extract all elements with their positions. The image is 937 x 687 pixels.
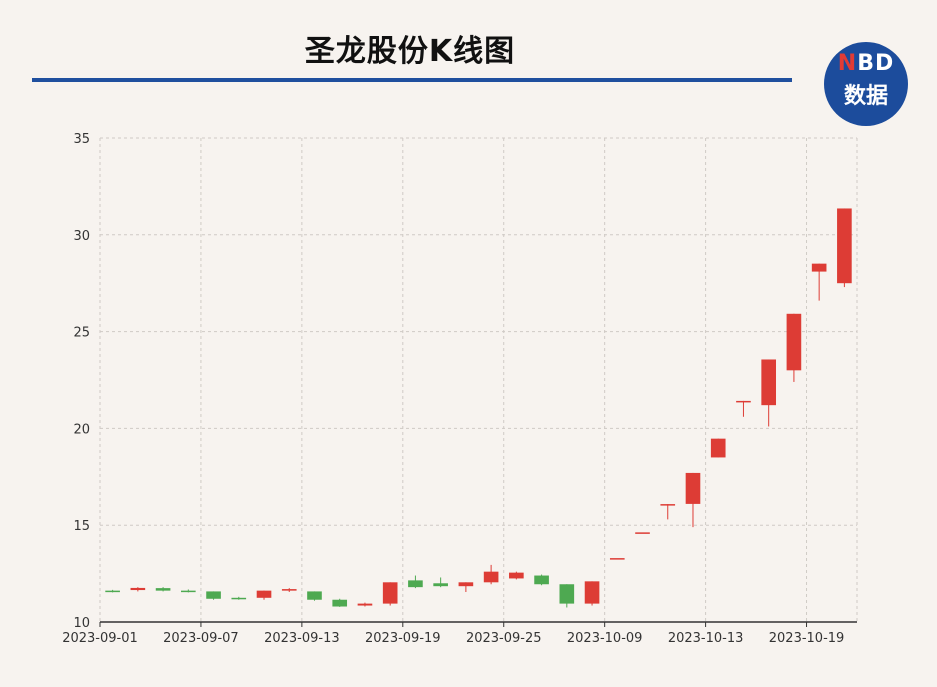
candle <box>685 472 701 528</box>
x-tick-label: 2023-09-01 <box>62 631 138 646</box>
candle <box>281 588 297 592</box>
candle <box>609 558 625 560</box>
candle-body <box>483 571 499 583</box>
logo-top-text: NBD <box>824 51 908 76</box>
candle-body <box>736 400 751 403</box>
y-tick-label: 35 <box>73 132 90 147</box>
candle-body <box>786 313 802 371</box>
candle-body <box>433 583 448 587</box>
candle-body <box>811 263 827 272</box>
candle-body <box>382 582 398 604</box>
x-axis: 2023-09-01 2023-09-07 2023-09-13 2023-09-19… <box>62 621 857 646</box>
candle <box>357 602 373 607</box>
y-tick-label: 10 <box>73 616 90 631</box>
candle-body <box>357 603 373 606</box>
candle <box>231 596 247 600</box>
candle <box>584 581 600 606</box>
candle <box>458 582 474 592</box>
x-tick-label: 2023-09-07 <box>163 631 239 646</box>
candle <box>307 591 322 601</box>
logo-bd: BD <box>857 51 895 76</box>
candle-body <box>635 532 650 534</box>
grid <box>99 137 858 623</box>
candle <box>736 400 751 417</box>
candle <box>382 582 398 606</box>
candle <box>837 208 852 288</box>
nbd-logo: NBD 数据 <box>824 42 908 126</box>
candle-body <box>660 504 676 506</box>
candle-body <box>332 599 348 607</box>
candle <box>660 504 676 520</box>
candle <box>180 589 196 593</box>
candle-body <box>761 359 777 406</box>
x-tick-label: 2023-09-19 <box>365 631 441 646</box>
candle-body <box>408 580 423 588</box>
candle <box>761 359 777 427</box>
candle-body <box>155 588 171 591</box>
candle <box>509 571 524 580</box>
x-tick-label: 2023-09-13 <box>264 631 340 646</box>
x-tick-label: 2023-10-09 <box>567 631 643 646</box>
candle-body <box>206 591 221 599</box>
logo-bottom-text: 数据 <box>843 84 888 109</box>
candle <box>635 532 650 534</box>
candle-body <box>509 572 524 579</box>
candle <box>710 438 726 458</box>
candle-body <box>534 575 549 585</box>
y-tick-label: 25 <box>73 326 90 341</box>
candle-body <box>458 582 474 587</box>
candle <box>256 590 272 600</box>
candle-body <box>307 591 322 600</box>
candle <box>105 589 120 593</box>
candle-body <box>584 581 600 604</box>
candle-body <box>105 590 120 593</box>
candle-body <box>231 597 247 600</box>
candle-body <box>180 590 196 593</box>
candle <box>332 598 348 607</box>
candle-body <box>710 438 726 458</box>
candle <box>155 587 171 592</box>
candle <box>534 574 549 586</box>
candle-body <box>609 558 625 560</box>
x-tick-label: 2023-09-25 <box>466 631 542 646</box>
candle <box>433 577 448 588</box>
y-tick-label: 30 <box>73 229 90 244</box>
candle <box>786 313 802 382</box>
candle-body <box>837 208 852 284</box>
y-tick-label: 15 <box>73 519 90 534</box>
candle-body <box>281 589 297 591</box>
candle <box>130 587 146 592</box>
y-axis: 10 15 20 25 30 35 <box>73 132 90 631</box>
candle-body <box>130 587 146 591</box>
candles <box>105 208 852 608</box>
candle-body <box>256 590 272 598</box>
candle <box>811 263 827 301</box>
candle <box>206 591 221 600</box>
candle <box>483 564 499 585</box>
candle <box>408 575 423 589</box>
candle-body <box>685 472 701 504</box>
logo-n: N <box>837 51 858 76</box>
candle <box>559 584 575 608</box>
x-tick-label: 2023-10-19 <box>769 631 845 646</box>
page-title: 圣龙股份K线图 <box>304 34 516 69</box>
candle-body <box>559 584 575 604</box>
title-underline <box>32 78 792 82</box>
y-tick-label: 20 <box>73 422 90 437</box>
x-tick-label: 2023-10-13 <box>668 631 744 646</box>
